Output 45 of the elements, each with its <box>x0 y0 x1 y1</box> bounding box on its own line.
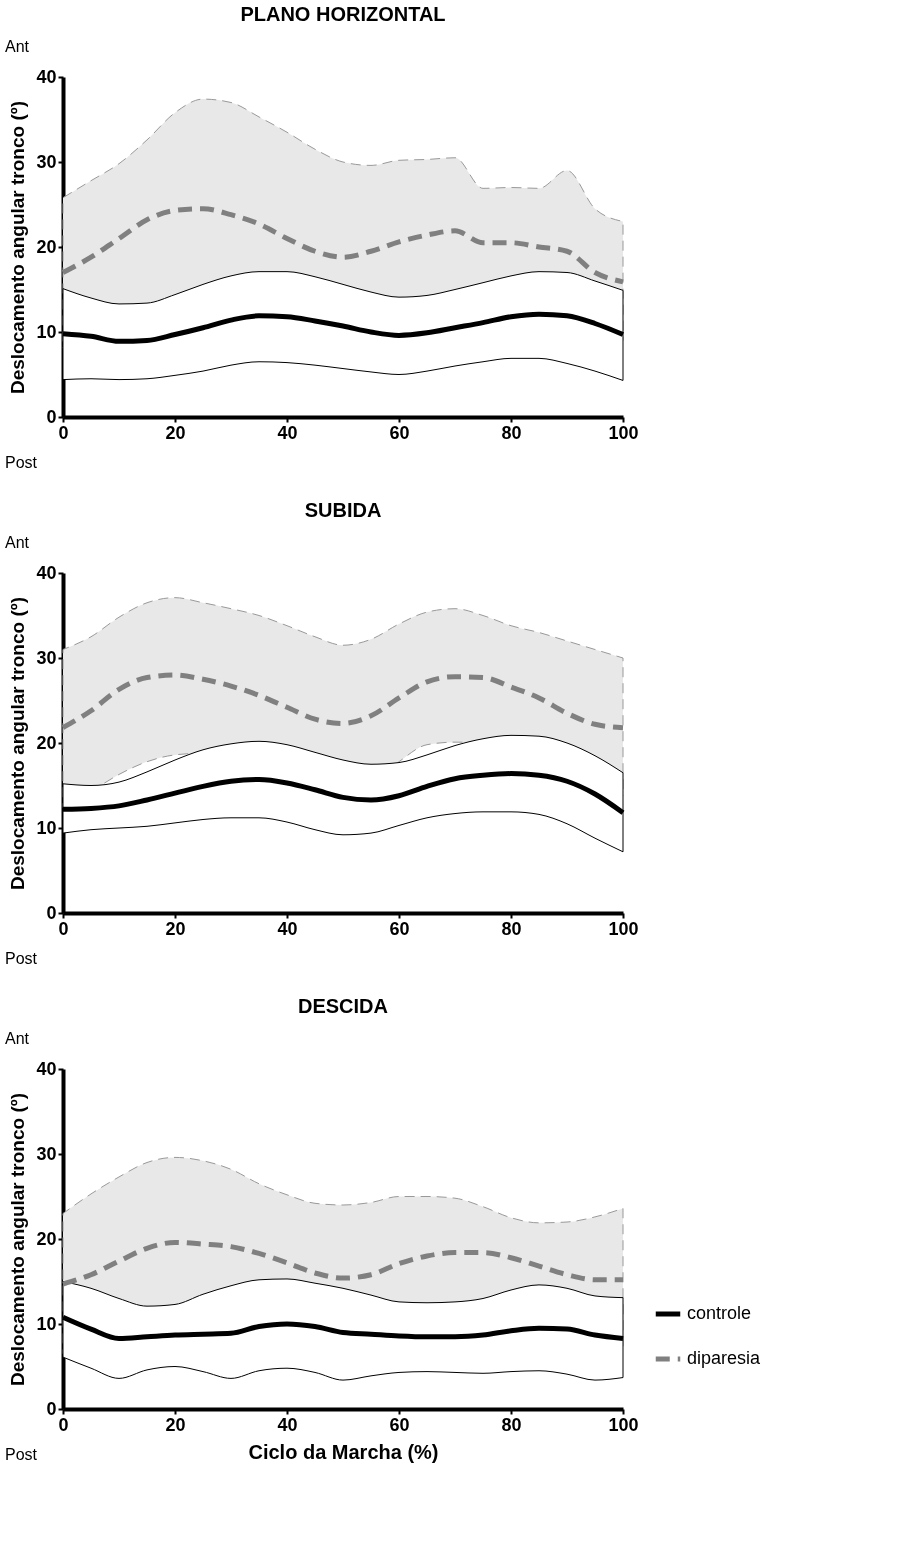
y-tick-label: 20 <box>36 236 57 257</box>
text: Post <box>5 454 38 471</box>
x-tick-label: 40 <box>277 422 298 443</box>
y-tick-label: 10 <box>36 321 57 342</box>
y-tick-label: 30 <box>36 647 57 668</box>
x-axis-title: Ciclo da Marcha (%) <box>248 1440 439 1463</box>
x-tick-label: 40 <box>277 1414 298 1435</box>
text: Ant <box>5 38 30 55</box>
y-tick-label: 0 <box>46 1398 57 1419</box>
y-tick-label: 10 <box>36 817 57 838</box>
x-tick-label: 40 <box>277 918 298 939</box>
y-tick-label: 0 <box>46 406 57 427</box>
text: Post <box>5 950 38 967</box>
y-tick-label: 40 <box>36 66 57 87</box>
y-axis-title: Deslocamento angular tronco (º) <box>7 1092 29 1387</box>
y-axis-title: Deslocamento angular tronco (º) <box>7 596 29 891</box>
text: Post <box>5 1446 38 1463</box>
text: Ant <box>5 1030 30 1047</box>
text: Ant <box>5 534 30 551</box>
x-tick-label: 80 <box>501 1414 522 1435</box>
x-tick-label: 20 <box>165 918 186 939</box>
x-tick-label: 20 <box>165 422 186 443</box>
legend-label: controle <box>687 1303 752 1323</box>
x-tick-label: 60 <box>389 1414 410 1435</box>
y-tick-label: 10 <box>36 1313 57 1334</box>
x-tick-label: 60 <box>389 422 410 443</box>
y-tick-label: 20 <box>36 732 57 753</box>
x-tick-label: 80 <box>501 918 522 939</box>
chart-title: PLANO HORIZONTAL <box>240 3 446 25</box>
x-tick-label: 60 <box>389 918 410 939</box>
x-tick-label: 100 <box>608 1414 639 1435</box>
y-tick-label: 30 <box>36 151 57 172</box>
chart-title: SUBIDA <box>304 499 382 521</box>
x-tick-label: 100 <box>608 422 639 443</box>
legend-label: diparesia <box>687 1348 762 1368</box>
y-tick-label: 40 <box>36 1058 57 1079</box>
x-tick-label: 80 <box>501 422 522 443</box>
y-axis-title: Deslocamento angular tronco (º) <box>7 100 29 395</box>
chart-title: DESCIDA <box>297 995 389 1017</box>
y-tick-label: 0 <box>46 902 57 923</box>
y-tick-label: 30 <box>36 1143 57 1164</box>
x-tick-label: 100 <box>608 918 639 939</box>
y-tick-label: 20 <box>36 1228 57 1249</box>
x-tick-label: 20 <box>165 1414 186 1435</box>
y-tick-label: 40 <box>36 562 57 583</box>
